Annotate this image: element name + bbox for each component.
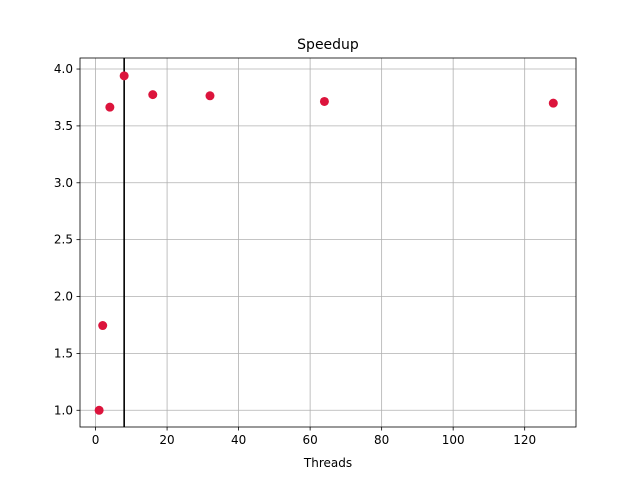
scatter-point	[548, 98, 558, 108]
x-axis-label: Threads	[303, 456, 352, 470]
scatter-point	[319, 96, 329, 106]
y-tick-label: 2.0	[54, 290, 73, 304]
x-tick-label: 20	[159, 433, 174, 447]
scatter-point	[98, 321, 108, 331]
y-tick-label: 4.0	[54, 62, 73, 76]
y-tick-label: 3.5	[54, 119, 73, 133]
x-tick-label: 100	[442, 433, 465, 447]
x-tick-label: 0	[92, 433, 100, 447]
grid-lines	[80, 58, 576, 427]
y-axis-ticks: 1.0 1.5 2.0 2.5 3.0 3.5 4.0	[54, 62, 80, 417]
y-tick-label: 2.5	[54, 233, 73, 247]
scatter-point	[105, 102, 115, 112]
x-tick-label: 120	[513, 433, 536, 447]
scatter-point	[148, 90, 158, 100]
x-tick-label: 60	[302, 433, 317, 447]
y-tick-label: 3.0	[54, 176, 73, 190]
scatter-point	[119, 71, 129, 81]
x-axis-ticks: 0 20 40 60 80 100 120	[92, 427, 536, 447]
scatter-point	[205, 91, 215, 101]
axes-frame	[79, 57, 577, 428]
y-tick-label: 1.5	[54, 346, 73, 360]
x-tick-label: 40	[231, 433, 246, 447]
chart-title: Speedup	[297, 37, 359, 53]
scatter-point	[94, 405, 104, 415]
x-tick-label: 80	[374, 433, 389, 447]
y-tick-label: 1.0	[54, 403, 73, 417]
data-points	[94, 71, 558, 415]
plot-area	[80, 58, 576, 427]
